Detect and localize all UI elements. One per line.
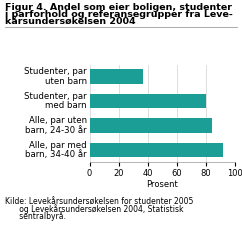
Bar	[90, 69, 143, 84]
Bar	[90, 94, 206, 108]
Text: Kilde: Levekårsundersøkelsen for studenter 2005: Kilde: Levekårsundersøkelsen for student…	[5, 198, 193, 207]
Text: i parforhold og referansegrupper fra Leve-: i parforhold og referansegrupper fra Lev…	[5, 10, 233, 19]
Text: kårsundersøkelsen 2004: kårsundersøkelsen 2004	[5, 17, 136, 26]
Text: Figur 4. Andel som eier boligen, studenter: Figur 4. Andel som eier boligen, student…	[5, 3, 232, 12]
Text: sentralbyrå.: sentralbyrå.	[5, 211, 66, 221]
X-axis label: Prosent: Prosent	[146, 180, 178, 189]
Bar	[90, 143, 223, 157]
Bar	[90, 118, 212, 133]
Text: og Levekårsundersøkelsen 2004, Statistisk: og Levekårsundersøkelsen 2004, Statistis…	[5, 204, 183, 214]
